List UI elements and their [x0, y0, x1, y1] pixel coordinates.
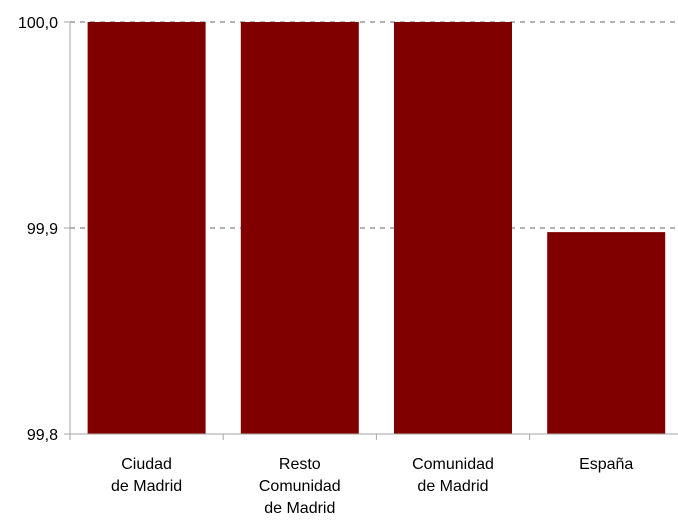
x-category-label-line: Comunidad	[259, 478, 341, 495]
bars	[87, 22, 666, 434]
x-category-label: España	[579, 456, 633, 473]
y-tick-label: 100,0	[18, 15, 58, 32]
x-category-label: Comunidad de Madrid	[412, 456, 494, 495]
x-category-label: Resto Comunidad de Madrid	[259, 456, 341, 517]
axes	[64, 21, 678, 440]
bar	[394, 22, 512, 434]
x-category-label-line: de Madrid	[417, 478, 488, 495]
bar	[547, 232, 666, 434]
x-category-label-line: de Madrid	[264, 500, 335, 517]
y-tick-label: 99,9	[27, 221, 58, 238]
bar	[240, 22, 359, 434]
y-tick-labels: 99,8 99,9 100,0	[18, 15, 58, 444]
x-category-label: Ciudad de Madrid	[111, 456, 182, 495]
bar	[87, 22, 206, 434]
x-category-label-line: de Madrid	[111, 478, 182, 495]
x-category-label-line: Comunidad	[412, 456, 494, 473]
y-tick-label: 99,8	[27, 427, 58, 444]
x-category-label-line: Ciudad	[121, 456, 172, 473]
x-category-label-line: España	[579, 456, 633, 473]
x-category-label-line: Resto	[279, 456, 321, 473]
